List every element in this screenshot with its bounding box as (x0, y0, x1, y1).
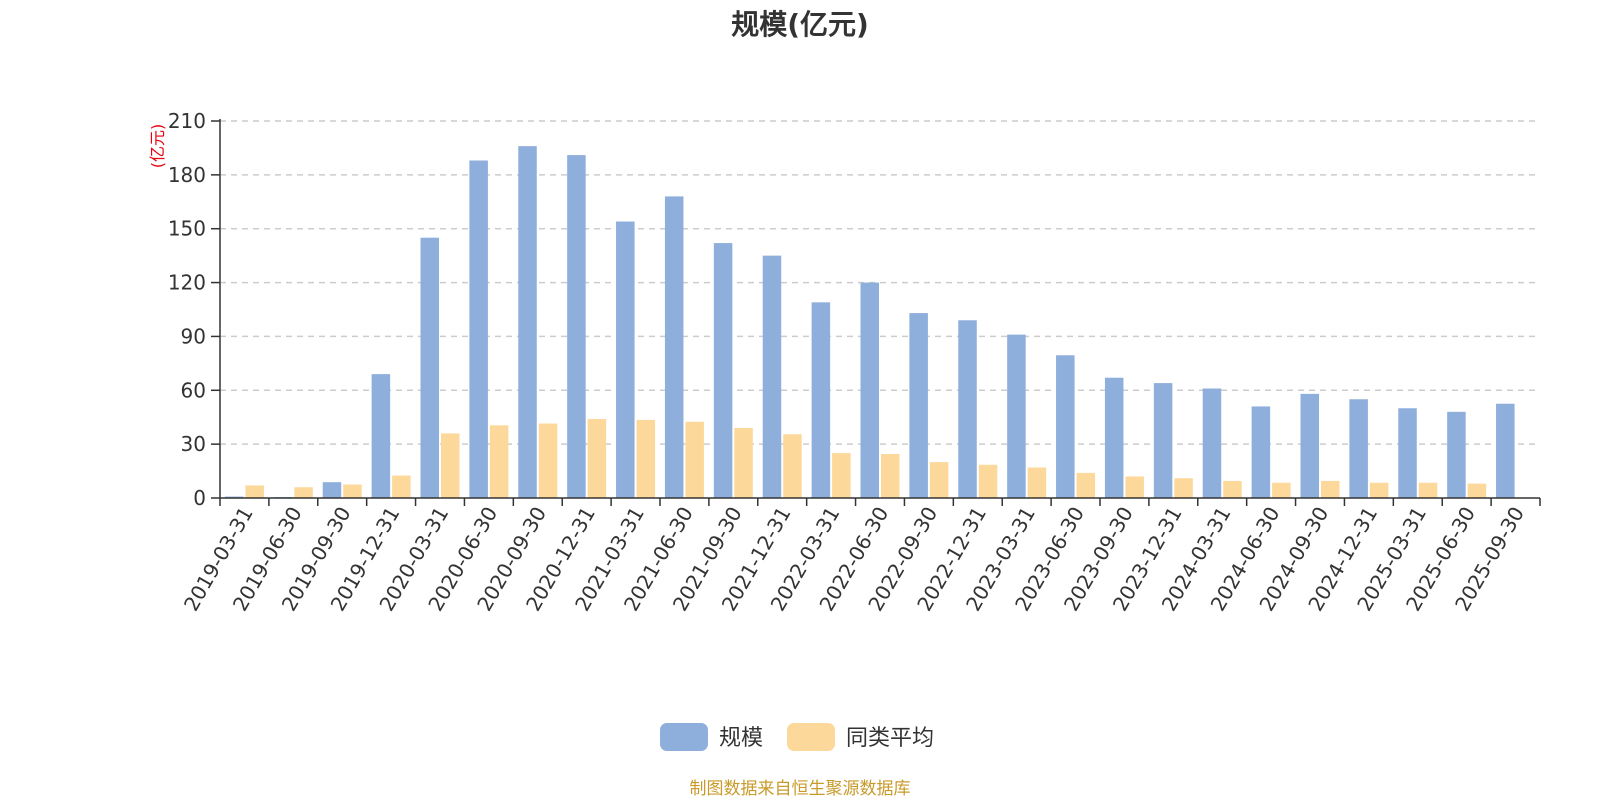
chart-title: 规模(亿元) (731, 8, 869, 41)
bar-scale (1202, 388, 1222, 498)
bar-scale (1496, 403, 1515, 498)
bar-peer-average (1418, 482, 1438, 498)
y-tick-label: 150 (168, 217, 206, 241)
bar-scale (1300, 393, 1319, 498)
y-tick-label: 30 (181, 432, 206, 456)
bar-peer-average (1174, 478, 1193, 498)
bar-scale (860, 282, 879, 498)
y-tick-label: 60 (181, 378, 206, 402)
bar-peer-average (538, 423, 558, 498)
bar-scale (713, 243, 733, 498)
bar-scale (371, 374, 391, 498)
y-tick-label: 180 (168, 163, 206, 187)
bar-peer-average (978, 464, 998, 498)
y-axis-unit-label: (亿元) (148, 124, 167, 169)
bar-peer-average (783, 434, 802, 498)
bar-scale (1398, 408, 1417, 498)
bar-scale (616, 221, 635, 499)
bar-scale (1447, 411, 1466, 498)
bar-peer-average (245, 485, 264, 498)
bar-peer-average (636, 419, 656, 498)
bar-peer-average (1467, 483, 1487, 498)
y-tick-label: 0 (193, 486, 206, 510)
bar-scale (567, 155, 586, 498)
bar-peer-average (685, 421, 704, 498)
bar-peer-average (1369, 482, 1389, 498)
bar-peer-average (294, 487, 313, 498)
bar-scale (664, 196, 684, 498)
bar-peer-average (343, 484, 362, 498)
bars (224, 146, 1515, 499)
bar-peer-average (1272, 482, 1291, 498)
bar-peer-average (832, 453, 851, 498)
legend-swatch (660, 723, 708, 751)
bar-peer-average (734, 427, 753, 498)
bar-scale (1349, 399, 1368, 498)
legend: 规模 同类平均 (660, 723, 934, 751)
bar-peer-average (489, 425, 509, 498)
bar-peer-average (1076, 472, 1096, 498)
bar-scale (811, 302, 831, 498)
y-tick-label: 210 (168, 109, 206, 133)
bar-scale (1153, 383, 1173, 498)
legend-label: 同类平均 (846, 726, 934, 751)
bar-peer-average (881, 454, 900, 498)
y-tick-label: 90 (181, 324, 206, 348)
bar-peer-average (1125, 476, 1144, 498)
bar-peer-average (929, 462, 949, 498)
source-note: 制图数据来自恒生聚源数据库 (690, 779, 911, 799)
bar-scale (958, 320, 977, 498)
bar-scale (1251, 406, 1271, 498)
bar-scale (1056, 355, 1075, 498)
bar-scale (420, 237, 439, 498)
bar-scale (469, 160, 488, 498)
bar-peer-average (1321, 480, 1340, 498)
bar-scale (1104, 377, 1124, 498)
bar-scale (1007, 334, 1026, 498)
bar-peer-average (1027, 467, 1047, 498)
bar-peer-average (1223, 480, 1242, 498)
bar-scale (909, 313, 928, 498)
bar-scale (518, 146, 537, 498)
bar-scale (322, 482, 342, 498)
legend-swatch (787, 723, 835, 751)
axes: 03060901201501802102019-03-312019-06-302… (168, 109, 1541, 615)
bar-peer-average (587, 419, 607, 498)
y-tick-label: 120 (168, 271, 206, 295)
bar-peer-average (441, 433, 460, 498)
gridlines (220, 120, 1540, 445)
legend-label: 规模 (719, 726, 763, 751)
bar-peer-average (392, 475, 411, 498)
bar-scale (762, 255, 782, 498)
